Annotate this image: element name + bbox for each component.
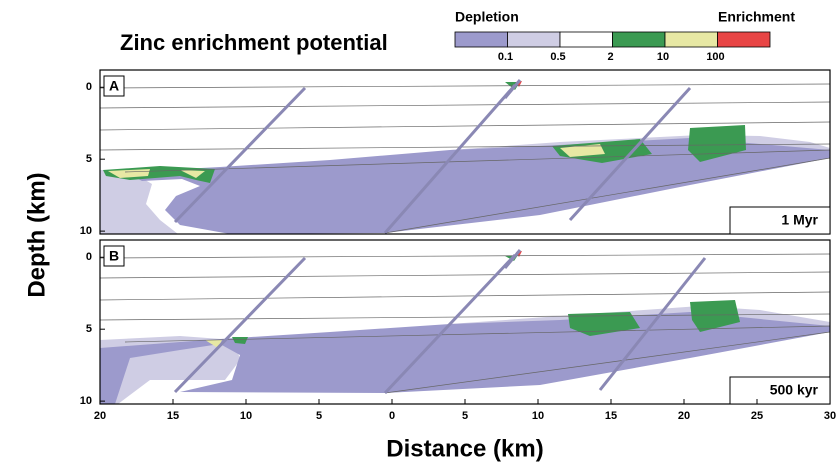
x-tick-label: 10 [240,410,252,422]
panel-label: A [109,78,119,94]
x-axis-label: Distance (km) [386,435,543,462]
y-axis-label: Depth (km) [23,172,50,297]
colorbar-tick-label: 0.1 [498,51,513,63]
colorbar-segment [455,32,508,47]
colorbar-segment [665,32,718,47]
colorbar-segment [560,32,613,47]
figure: Zinc enrichment potential Depletion Enri… [0,0,836,469]
colorbar-segment [613,32,666,47]
y-tick-label: 5 [86,323,92,335]
x-tick-label: 15 [605,410,617,422]
colorbar-tick-label: 10 [657,51,669,63]
panel-label: B [109,248,119,264]
colorbar-tick-label: 2 [607,51,613,63]
colorbar-segment [718,32,771,47]
y-tick-label: 10 [80,395,92,407]
x-tick-label: 15 [167,410,179,422]
y-tick-label: 10 [80,225,92,237]
x-tick-label: 20 [94,410,106,422]
time-label: 1 Myr [781,212,818,228]
colorbar-segment [508,32,561,47]
time-label: 500 kyr [770,382,819,398]
colorbar-left-label: Depletion [455,9,519,25]
x-tick-label: 20 [678,410,690,422]
y-tick-label: 0 [86,251,92,263]
x-tick-label: 30 [824,410,836,422]
colorbar-tick-label: 100 [706,51,724,63]
colorbar-tick-label: 0.5 [550,51,565,63]
x-tick-label: 10 [532,410,544,422]
y-tick-label: 5 [86,153,92,165]
x-tick-label: 5 [462,410,468,422]
x-tick-label: 0 [389,410,395,422]
x-tick-label: 25 [751,410,763,422]
chart-title: Zinc enrichment potential [120,30,388,55]
y-tick-label: 0 [86,81,92,93]
page: Zinc enrichment potential Depletion Enri… [0,0,836,469]
x-tick-label: 5 [316,410,322,422]
colorbar-right-label: Enrichment [718,9,795,25]
